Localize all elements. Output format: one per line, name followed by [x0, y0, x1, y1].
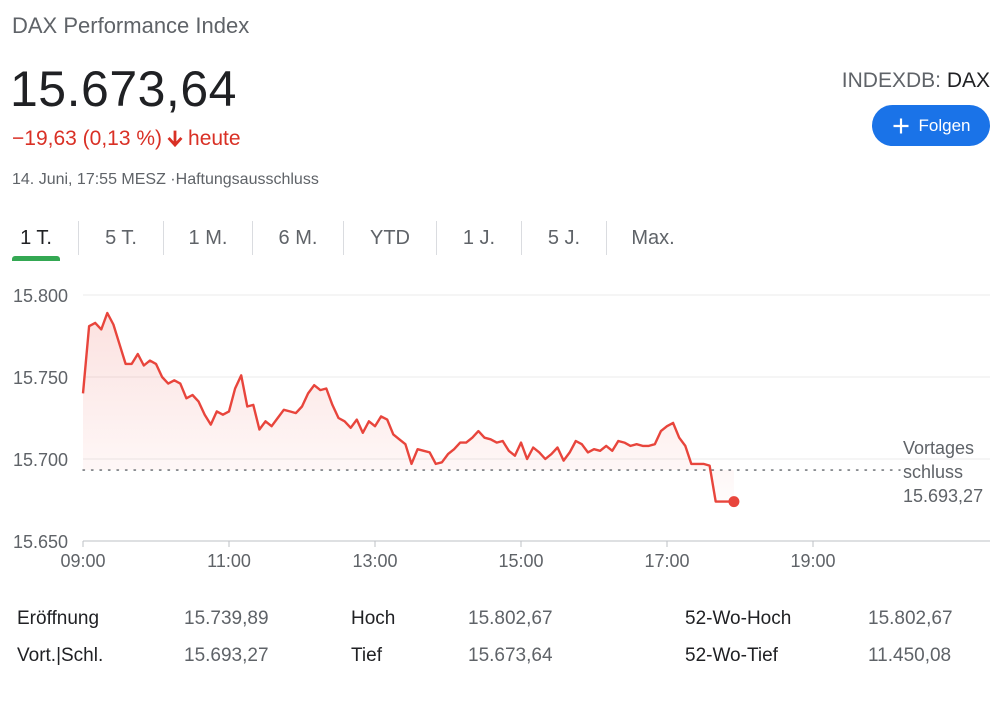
y-tick-label: 15.700	[13, 450, 68, 470]
tab-divider	[343, 221, 344, 255]
tab-divider	[163, 221, 164, 255]
series-area	[83, 313, 734, 502]
stat-label-open: Eröffnung	[17, 608, 100, 629]
timestamp: 14. Juni, 17:55 MESZ ·	[12, 171, 176, 188]
tab-divider	[78, 221, 79, 255]
stat-value-52w-high: 15.802,67	[868, 608, 953, 629]
range-tabs: 1 T. 5 T. 1 M. 6 M. YTD 1 J. 5 J. Max.	[12, 215, 699, 261]
x-tick-label: 11:00	[207, 551, 251, 571]
tab-1-month[interactable]: 1 M.	[188, 227, 228, 249]
stat-label-low: Tief	[351, 645, 382, 666]
x-tick-label: 09:00	[60, 551, 105, 571]
previous-close-label: schluss	[903, 462, 963, 482]
x-tick-label: 19:00	[790, 551, 835, 571]
tab-1-year[interactable]: 1 J.	[462, 227, 496, 249]
exchange-prefix: INDEXDB:	[841, 69, 947, 92]
stat-label-52w-low: 52-Wo-Tief	[685, 645, 778, 666]
y-tick-label: 15.650	[13, 532, 68, 552]
stat-value-open: 15.739,89	[184, 608, 269, 629]
tab-1-day[interactable]: 1 T.	[12, 215, 60, 261]
timestamp-line: 14. Juni, 17:55 MESZ ·Haftungsausschluss	[12, 171, 319, 189]
change-value: −19,63 (0,13 %)	[12, 127, 163, 150]
tab-divider	[436, 221, 437, 255]
page-title: DAX Performance Index	[12, 13, 250, 38]
stat-label-52w-high: 52-Wo-Hoch	[685, 608, 792, 629]
previous-close-label: Vortages	[903, 438, 974, 458]
arrow-down-icon	[167, 130, 183, 148]
price-change: −19,63 (0,13 %) heute	[12, 127, 241, 151]
stat-value-high: 15.802,67	[468, 608, 553, 629]
stat-value-prev-close: 15.693,27	[184, 645, 269, 666]
tab-divider	[521, 221, 522, 255]
follow-button[interactable]: Folgen	[872, 105, 990, 146]
x-tick-label: 13:00	[352, 551, 397, 571]
y-tick-label: 15.800	[13, 286, 68, 306]
stat-value-52w-low: 11.450,08	[868, 645, 952, 666]
plus-icon	[893, 118, 908, 133]
previous-close-label: 15.693,27	[903, 486, 983, 506]
x-tick-label: 15:00	[498, 551, 543, 571]
stat-label-high: Hoch	[351, 608, 396, 629]
tab-ytd[interactable]: YTD	[370, 227, 410, 249]
exchange-label: INDEXDB: DAX	[842, 69, 990, 93]
tab-6-months[interactable]: 6 M.	[278, 227, 318, 249]
stat-value-low: 15.673,64	[468, 645, 553, 666]
tab-5-years[interactable]: 5 J.	[547, 227, 581, 249]
tab-divider	[252, 221, 253, 255]
disclaimer-link[interactable]: Haftungsausschluss	[175, 171, 319, 188]
series-line	[81, 311, 734, 503]
current-price-dot	[728, 496, 740, 508]
x-tick-label: 17:00	[644, 551, 689, 571]
stat-label-prev-close: Vort.|Schl.	[17, 645, 104, 666]
price-chart[interactable]: 15.650 15.700 15.750 15.800 09:00 11:00 13:00 1…	[0, 280, 1005, 580]
follow-button-label: Folgen	[918, 115, 971, 135]
current-price: 15.673,64	[10, 61, 237, 117]
change-suffix: heute	[188, 127, 241, 150]
exchange-ticker: DAX	[946, 69, 990, 92]
tab-max[interactable]: Max.	[631, 227, 675, 249]
y-tick-label: 15.750	[13, 368, 68, 388]
tab-5-days[interactable]: 5 T.	[105, 227, 137, 249]
tab-divider	[606, 221, 607, 255]
